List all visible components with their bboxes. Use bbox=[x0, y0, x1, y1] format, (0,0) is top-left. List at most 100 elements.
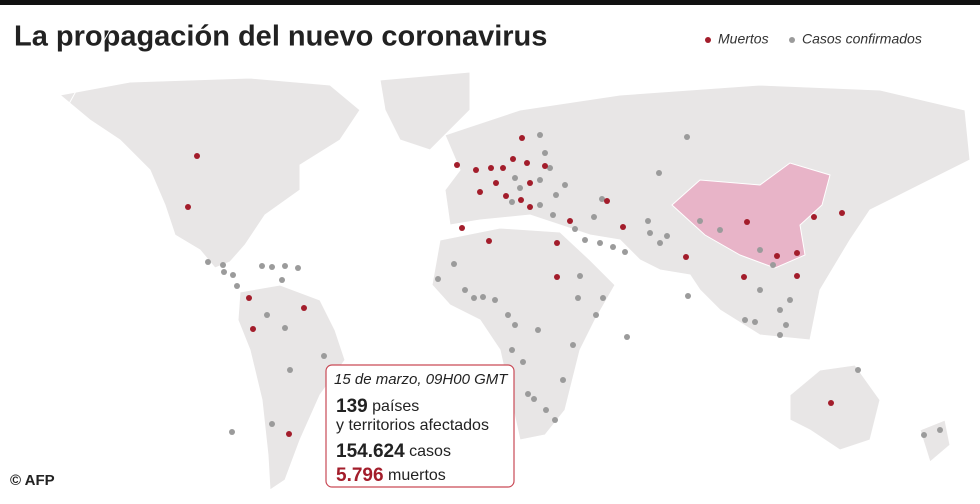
case-dot bbox=[593, 312, 599, 318]
case-dot bbox=[282, 325, 288, 331]
case-dot bbox=[509, 347, 515, 353]
case-dot bbox=[777, 332, 783, 338]
case-dot bbox=[560, 377, 566, 383]
case-dot bbox=[205, 259, 211, 265]
legend-label: Muertos bbox=[718, 31, 769, 47]
top-rule bbox=[0, 0, 980, 5]
case-dot bbox=[717, 227, 723, 233]
case-dot bbox=[597, 240, 603, 246]
case-dot bbox=[600, 295, 606, 301]
case-dot bbox=[622, 249, 628, 255]
case-dot bbox=[269, 421, 275, 427]
case-dot bbox=[543, 407, 549, 413]
china bbox=[671, 162, 831, 269]
cases-line: 154.624 casos bbox=[336, 441, 451, 462]
case-dot bbox=[282, 263, 288, 269]
australia bbox=[789, 364, 881, 451]
death-dot bbox=[527, 204, 533, 210]
case-dot bbox=[599, 196, 605, 202]
case-dot bbox=[752, 319, 758, 325]
case-dot bbox=[575, 295, 581, 301]
case-dot bbox=[547, 165, 553, 171]
death-dot bbox=[774, 253, 780, 259]
case-dot bbox=[697, 218, 703, 224]
case-dot bbox=[229, 429, 235, 435]
case-dot bbox=[582, 237, 588, 243]
death-dot bbox=[527, 180, 533, 186]
death-dot bbox=[519, 135, 525, 141]
case-dot bbox=[537, 177, 543, 183]
death-dot bbox=[524, 160, 530, 166]
case-dot bbox=[435, 276, 441, 282]
death-dot bbox=[454, 162, 460, 168]
case-dot bbox=[279, 277, 285, 283]
death-dot bbox=[839, 210, 845, 216]
case-dot bbox=[535, 327, 541, 333]
case-dot bbox=[552, 417, 558, 423]
death-dot bbox=[811, 214, 817, 220]
dots bbox=[185, 132, 943, 438]
case-dot bbox=[517, 185, 523, 191]
death-dot bbox=[477, 189, 483, 195]
death-dot bbox=[683, 254, 689, 260]
death-dot bbox=[185, 204, 191, 210]
case-dot bbox=[855, 367, 861, 373]
date: 15 de marzo, 09H00 GMT bbox=[334, 371, 509, 388]
death-dot bbox=[620, 224, 626, 230]
countries-label-2: y territorios afectados bbox=[336, 417, 489, 434]
death-dot bbox=[250, 326, 256, 332]
death-dot bbox=[518, 197, 524, 203]
case-dot bbox=[471, 295, 477, 301]
case-dot bbox=[542, 150, 548, 156]
case-dot bbox=[783, 322, 789, 328]
death-dot bbox=[510, 156, 516, 162]
case-dot bbox=[553, 192, 559, 198]
case-dot bbox=[656, 170, 662, 176]
case-dot bbox=[657, 240, 663, 246]
legend-swatch bbox=[705, 37, 711, 43]
case-dot bbox=[512, 322, 518, 328]
case-dot bbox=[295, 265, 301, 271]
case-dot bbox=[221, 269, 227, 275]
case-dot bbox=[610, 244, 616, 250]
case-dot bbox=[505, 312, 511, 318]
countries-label: países bbox=[372, 398, 419, 415]
death-dot bbox=[459, 225, 465, 231]
death-dot bbox=[828, 400, 834, 406]
countries-line: 139 países bbox=[336, 396, 419, 417]
death-dot bbox=[493, 180, 499, 186]
greenland bbox=[379, 71, 471, 151]
death-dot bbox=[486, 238, 492, 244]
death-dot bbox=[488, 165, 494, 171]
cases: 154.624 bbox=[336, 441, 405, 462]
info-box bbox=[325, 364, 515, 488]
death-dot bbox=[503, 193, 509, 199]
deaths: 5.796 bbox=[336, 465, 384, 486]
case-dot bbox=[570, 342, 576, 348]
case-dot bbox=[742, 317, 748, 323]
landmasses bbox=[58, 29, 971, 491]
case-dot bbox=[264, 312, 270, 318]
case-dot bbox=[937, 427, 943, 433]
case-dot bbox=[770, 262, 776, 268]
death-dot bbox=[473, 167, 479, 173]
death-dot bbox=[554, 240, 560, 246]
legend: Muertos Casos confirmados bbox=[705, 31, 922, 47]
north-america bbox=[58, 77, 361, 269]
death-dot bbox=[744, 219, 750, 225]
death-dot bbox=[741, 274, 747, 280]
case-dot bbox=[537, 202, 543, 208]
case-dot bbox=[550, 212, 556, 218]
death-dot bbox=[554, 274, 560, 280]
case-dot bbox=[647, 230, 653, 236]
case-dot bbox=[287, 367, 293, 373]
case-dot bbox=[562, 182, 568, 188]
death-dot bbox=[794, 250, 800, 256]
legend-swatch bbox=[789, 37, 795, 43]
case-dot bbox=[591, 214, 597, 220]
cases-label: casos bbox=[409, 443, 451, 460]
death-dot bbox=[567, 218, 573, 224]
case-dot bbox=[480, 294, 486, 300]
